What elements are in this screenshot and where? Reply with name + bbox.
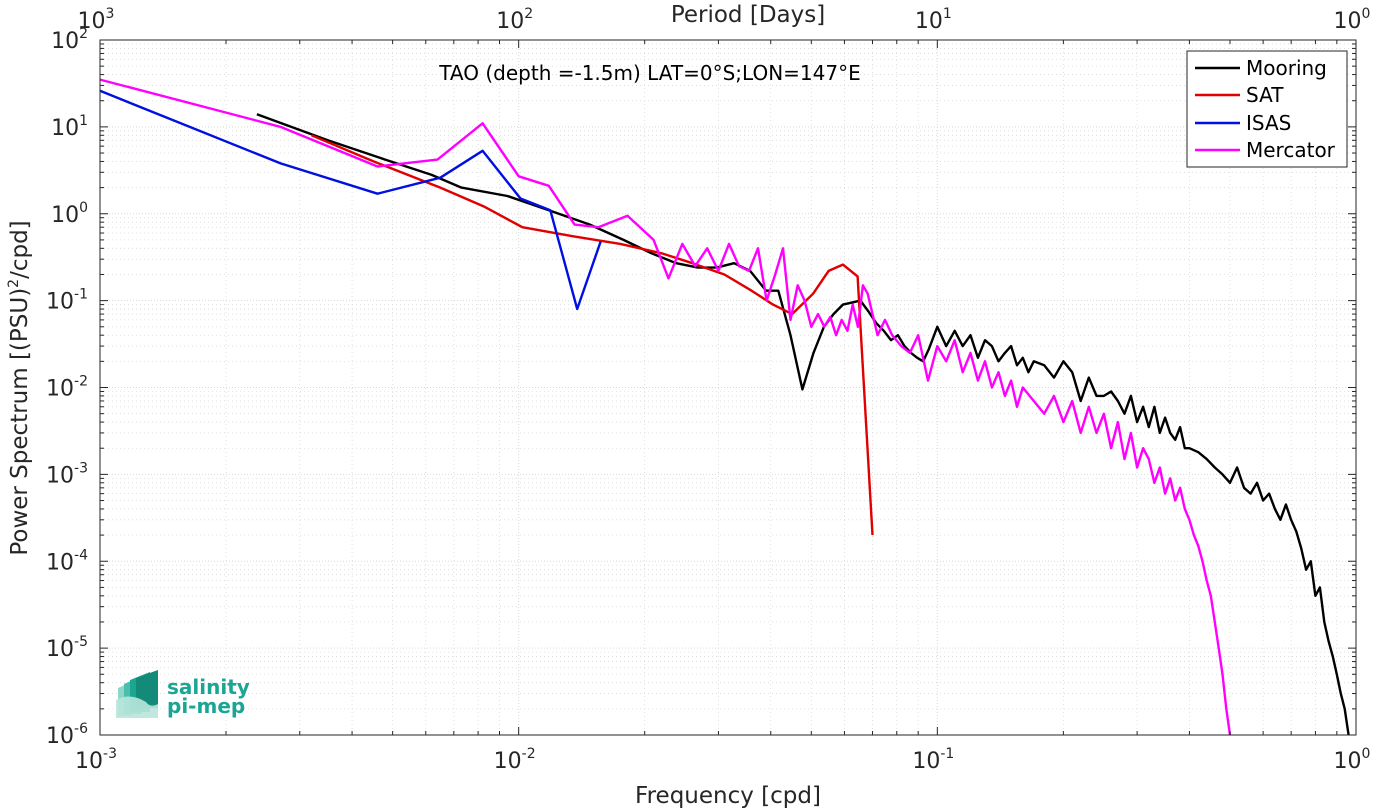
x-tick-label-exponent: -3 (103, 746, 117, 762)
y-tick-label-exponent: -5 (74, 634, 88, 650)
series-line-sat (311, 134, 874, 536)
y-tick-label: 10-5 (46, 634, 88, 662)
x2-tick-label-base: 10 (78, 9, 106, 34)
x-tick-label-base: 10 (75, 749, 103, 774)
x2-tick-label: 101 (915, 6, 952, 34)
y-axis-label-sup: 2 (6, 279, 22, 288)
y-tick-label-base: 10 (46, 637, 74, 662)
series-line-mercator (99, 78, 1232, 736)
series-line-isas (99, 89, 602, 311)
x-axis-label: Frequency [cpd] (635, 783, 821, 809)
y-tick-label-base: 10 (51, 116, 79, 141)
series-line-mooring (256, 113, 1350, 736)
x2-tick-label-exponent: 2 (524, 6, 533, 22)
grid (99, 40, 1356, 736)
y-tick-label-base: 10 (46, 724, 74, 749)
x-tick-label: 10-3 (75, 746, 117, 774)
x2-tick-label-exponent: 0 (1362, 6, 1371, 22)
x2-tick-label-exponent: 3 (106, 6, 115, 22)
y-tick-label-exponent: -6 (74, 721, 88, 737)
y-tick-label-exponent: 1 (79, 113, 88, 129)
y-tick-label: 100 (51, 200, 88, 228)
legend-label-sat: SAT (1246, 83, 1284, 107)
x2-tick-label: 102 (496, 6, 533, 34)
y-axis-label: Power Spectrum [(PSU)2/cpd] (6, 220, 33, 555)
y-tick-label-base: 10 (46, 463, 74, 488)
x2-tick-label-base: 10 (915, 9, 943, 34)
y-tick-label: 102 (51, 26, 88, 54)
y-tick-label: 10-6 (46, 721, 88, 749)
x2-tick-label-exponent: 1 (943, 6, 952, 22)
chart-title: TAO (depth =-1.5m) LAT=0°S;LON=147°E (438, 61, 860, 85)
x-tick-label: 10-1 (912, 746, 954, 774)
y-tick-label: 10-4 (46, 547, 88, 575)
x2-tick-label: 103 (78, 6, 115, 34)
legend-box (1186, 50, 1348, 168)
series-layer (99, 78, 1350, 736)
y-tick-label-exponent: -4 (74, 547, 88, 563)
x2-tick-label: 100 (1334, 6, 1371, 34)
x-tick-label-base: 10 (1334, 749, 1362, 774)
y-tick-label: 10-3 (46, 460, 88, 488)
x-tick-label-exponent: 0 (1362, 746, 1371, 762)
y-tick-label-exponent: 2 (79, 26, 88, 42)
x2-tick-label-base: 10 (496, 9, 524, 34)
y-tick-label-base: 10 (51, 203, 79, 228)
y-tick-label-base: 10 (46, 550, 74, 575)
x-tick-label-exponent: -1 (940, 746, 954, 762)
x-tick-label-exponent: -2 (522, 746, 536, 762)
y-tick-label-base: 10 (46, 377, 74, 402)
y-tick-label-base: 10 (51, 29, 79, 54)
legend-label-mooring: Mooring (1246, 56, 1327, 80)
logo-waves-icon (116, 670, 158, 718)
x-tick-label-base: 10 (494, 749, 522, 774)
x-tick-label: 100 (1334, 746, 1371, 774)
legend-label-mercator: Mercator (1246, 138, 1336, 162)
y-tick-label-exponent: -1 (74, 287, 88, 303)
y-axis-label-tail: /cpd] (7, 220, 33, 279)
y-tick-label-exponent: -2 (74, 374, 88, 390)
y-tick-label: 10-1 (46, 287, 88, 315)
legend: Mooring SAT ISAS Mercator (1186, 50, 1348, 168)
y-tick-label-exponent: -3 (74, 460, 88, 476)
x2-tick-label-base: 10 (1334, 9, 1362, 34)
x-tick-label-base: 10 (912, 749, 940, 774)
y-tick-label: 10-2 (46, 374, 88, 402)
y-tick-label-base: 10 (46, 290, 74, 315)
y-tick-label-exponent: 0 (79, 200, 88, 216)
logo-text-line2: pi-mep (167, 694, 245, 718)
logo-text-line1: salinity (167, 675, 250, 699)
y-tick-label: 101 (51, 113, 88, 141)
y-axis-label-main: Power Spectrum [(PSU) (7, 288, 33, 556)
legend-label-isas: ISAS (1246, 111, 1291, 135)
x2-axis-label: Period [Days] (671, 2, 825, 28)
salinity-pi-mep-logo: salinity pi-mep (116, 670, 250, 718)
x-tick-label: 10-2 (494, 746, 536, 774)
